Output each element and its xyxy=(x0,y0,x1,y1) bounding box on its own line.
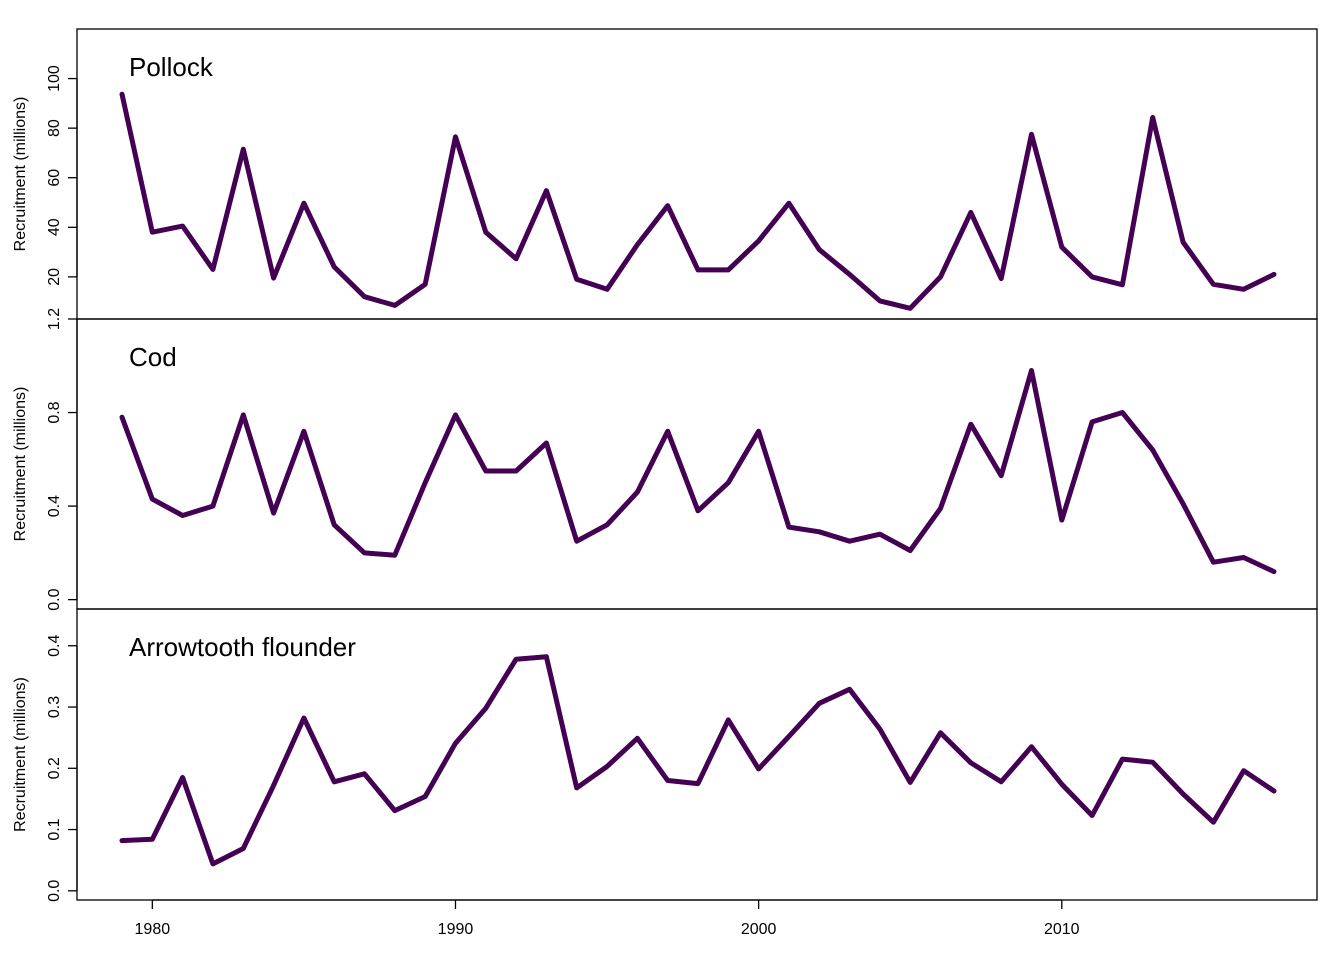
y-tick-label: 40 xyxy=(46,218,63,236)
y-tick-label: 0.3 xyxy=(46,696,63,718)
panel-frame xyxy=(76,318,1318,610)
y-axis-title: Recruitment (millions) xyxy=(12,97,29,252)
panel-title: Cod xyxy=(129,342,177,372)
x-tick-label: 1980 xyxy=(135,921,171,938)
y-tick-label: 0.0 xyxy=(46,588,63,610)
x-axis: 1980 1990 2000 2010 xyxy=(135,899,1080,938)
panel-title: Arrowtooth flounder xyxy=(129,632,356,662)
y-tick-label: 0.4 xyxy=(46,635,63,657)
panel-frame xyxy=(76,28,1318,320)
y-axis-title: Recruitment (millions) xyxy=(12,387,29,542)
y-tick-label: 0.2 xyxy=(46,757,63,779)
y-tick-label: 60 xyxy=(46,169,63,187)
series-line xyxy=(119,368,1277,575)
y-tick-label: 20 xyxy=(46,268,63,286)
panel-1: 0.0 0.4 0.8 1.2 Recruitment (millions) Cod xyxy=(12,308,1318,611)
x-tick-label: 2000 xyxy=(741,921,777,938)
panel-2: 0.0 0.1 0.2 0.3 0.4 Recruitment (millions) Arr… xyxy=(12,608,1318,902)
y-tick-label: 0.1 xyxy=(46,818,63,840)
series-line xyxy=(119,654,1277,867)
y-tick-label: 1.2 xyxy=(46,308,63,330)
y-tick-label: 0.8 xyxy=(46,401,63,423)
series-line xyxy=(119,91,1277,311)
y-axis-title: Recruitment (millions) xyxy=(12,677,29,832)
panel-0: 20 40 60 80 100 Recruitment (millions) Pollock xyxy=(12,28,1318,320)
panel-title: Pollock xyxy=(129,52,214,82)
y-tick-label: 0.4 xyxy=(46,495,63,517)
y-tick-label: 0.0 xyxy=(46,880,63,902)
x-tick-label: 2010 xyxy=(1044,921,1080,938)
x-tick-label: 1990 xyxy=(438,921,474,938)
chart-panels: 20 40 60 80 100 Recruitment (millions) Pollock… xyxy=(12,28,1318,902)
y-tick-label: 100 xyxy=(46,65,63,92)
y-tick-label: 80 xyxy=(46,119,63,137)
